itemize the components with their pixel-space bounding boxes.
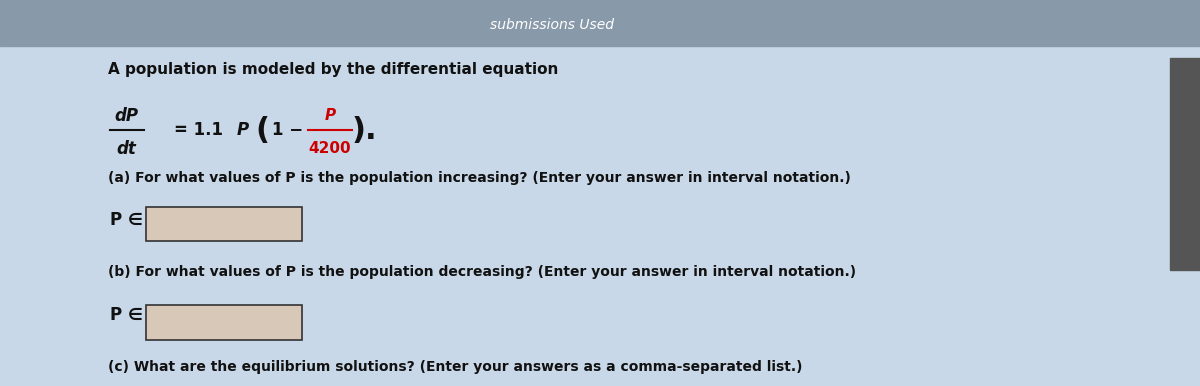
Text: 1 −: 1 − (272, 120, 304, 139)
Text: P: P (236, 120, 248, 139)
Text: A population is modeled by the differential equation: A population is modeled by the different… (108, 62, 558, 77)
Bar (1170, 58, 1200, 270)
Text: submissions Used: submissions Used (490, 18, 614, 32)
Text: (b) For what values of P is the population decreasing? (Enter your answer in int: (b) For what values of P is the populati… (108, 265, 856, 279)
Bar (0, 0, 1200, 46)
Text: 4200: 4200 (308, 141, 352, 156)
Text: ).: ). (352, 116, 377, 145)
Text: P: P (324, 108, 336, 123)
Bar (146, 305, 302, 340)
Text: P ∈: P ∈ (110, 211, 143, 229)
Text: (: ( (256, 116, 270, 145)
Text: = 1.1: = 1.1 (174, 120, 223, 139)
Text: (c) What are the equilibrium solutions? (Enter your answers as a comma-separated: (c) What are the equilibrium solutions? … (108, 360, 803, 374)
Text: P ∈: P ∈ (110, 306, 143, 323)
Text: dP: dP (114, 107, 138, 125)
Bar (146, 207, 302, 241)
Text: dt: dt (116, 140, 136, 157)
Text: (a) For what values of P is the population increasing? (Enter your answer in int: (a) For what values of P is the populati… (108, 171, 851, 185)
